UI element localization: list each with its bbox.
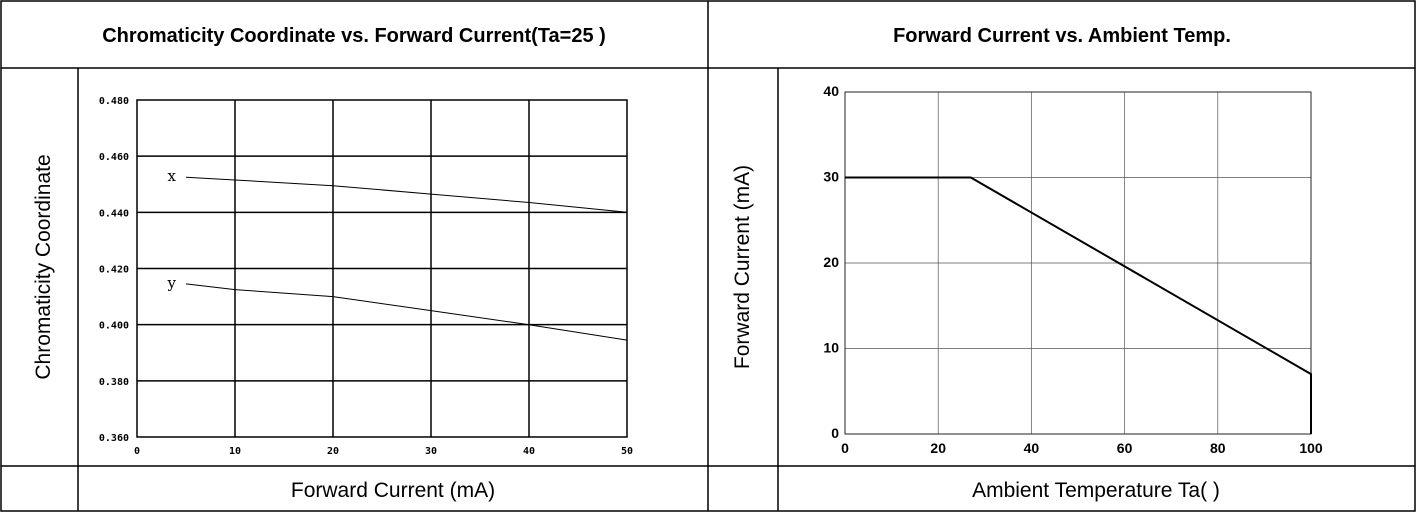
left-chart-x-tick-label: 50 (621, 446, 633, 457)
right-chart-x-tick-label: 20 (930, 440, 946, 456)
left-chart-x-tick-label: 20 (327, 446, 339, 457)
left-chart-plot: 0 10 20 30 40 50 0.360 0.380 0.400 0.420 0.440 0.46… (99, 96, 633, 457)
left-chart-y-tick-label: 0.420 (99, 265, 129, 276)
left-chart-y-tick-label: 0.480 (99, 96, 129, 107)
right-chart-plot-frame (844, 91, 1312, 435)
left-chart-series-line-y (185, 283, 628, 341)
left-chart-x-tick-label: 0 (134, 446, 140, 457)
right-chart-xlabel: Ambient Temperature Ta( ) (972, 479, 1220, 502)
left-chart-y-tick-label: 0.400 (99, 321, 129, 332)
left-chart-x-tick-label: 10 (229, 446, 241, 457)
right-chart-plot: 0 20 40 60 80 100 0 10 20 30 40 (823, 83, 1322, 456)
left-chart-title: Chromaticity Coordinate vs. Forward Curr… (102, 25, 606, 47)
right-chart-ylabel: Forward Current (mA) (731, 165, 754, 369)
right-chart-title: Forward Current vs. Ambient Temp. (893, 25, 1231, 47)
left-chart-ylabel: Chromaticity Coordinate (32, 154, 55, 379)
left-chart-plot-frame (136, 99, 628, 438)
right-chart-x-tick-label: 100 (1299, 440, 1323, 456)
right-chart-x-tick-label: 80 (1210, 440, 1226, 456)
right-chart-y-tick-label: 30 (823, 169, 839, 185)
left-chart-xlabel: Forward Current (mA) (291, 479, 495, 502)
right-chart-x-tick-label: 40 (1024, 440, 1040, 456)
left-chart-y-tick-label: 0.460 (99, 152, 129, 163)
right-chart-series-line-1 (845, 176, 1312, 434)
right-chart-x-tick-label: 0 (841, 440, 849, 456)
left-chart-series-label: x (168, 167, 177, 185)
right-chart-y-tick-label: 40 (823, 83, 839, 99)
right-chart-y-tick-label: 0 (831, 425, 839, 441)
right-chart-x-tick-label: 60 (1117, 440, 1133, 456)
left-chart-x-tick-label: 30 (425, 446, 437, 457)
right-chart-y-tick-label: 10 (823, 340, 839, 356)
left-chart-series-label: y (167, 274, 177, 292)
left-chart-series-line-x (185, 176, 628, 213)
left-chart-x-tick-label: 40 (523, 446, 535, 457)
left-chart-y-tick-label: 0.440 (99, 208, 129, 219)
left-chart-y-tick-label: 0.360 (99, 433, 129, 444)
left-chart-y-tick-label: 0.380 (99, 377, 129, 388)
right-chart-y-tick-label: 20 (823, 254, 839, 270)
